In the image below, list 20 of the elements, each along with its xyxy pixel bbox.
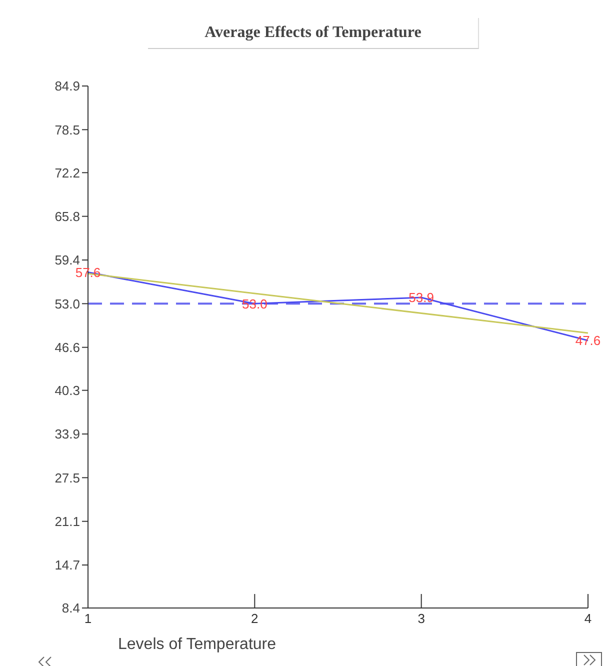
x-axis-title: Levels of Temperature <box>118 636 276 654</box>
y-tick-label: 14.7 <box>54 558 80 573</box>
y-tick-label: 59.4 <box>54 252 80 268</box>
y-tick-label: 53.0 <box>54 296 80 312</box>
y-tick-label: 72.2 <box>54 165 80 180</box>
chart-title: Average Effects of Temperature <box>148 18 479 49</box>
data-label: 47.6 <box>575 333 601 348</box>
y-tick-label: 40.3 <box>54 382 80 398</box>
y-tick-label: 33.9 <box>54 426 80 442</box>
y-tick-label: 84.9 <box>54 78 80 94</box>
y-tick-label: 8.4 <box>62 600 80 616</box>
x-tick-label: 2 <box>251 611 258 626</box>
y-tick-label: 78.5 <box>54 122 80 138</box>
y-tick-label: 46.6 <box>54 340 80 355</box>
x-tick-label: 1 <box>84 611 92 626</box>
y-tick-label: 21.1 <box>54 514 80 529</box>
x-tick-label: 4 <box>584 611 592 626</box>
y-tick-label: 27.5 <box>54 470 80 486</box>
x-tick-label: 3 <box>418 611 425 626</box>
y-tick-label: 65.8 <box>54 208 80 224</box>
